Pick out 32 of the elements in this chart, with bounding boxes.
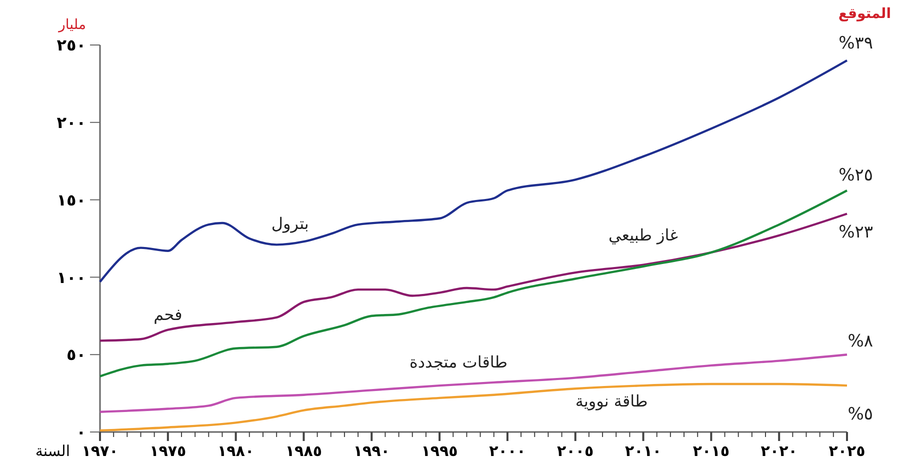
annotation: %٢٣	[838, 222, 873, 243]
x-tick-label: ٢٠٠٥	[557, 442, 594, 460]
x-tick-label: ١٩٧٥	[150, 442, 186, 460]
y-axis-title: مليار	[58, 17, 86, 33]
series-label: غاز طبيعي	[608, 225, 678, 244]
series-label: فحم	[154, 304, 182, 324]
annotation: %٢٥	[838, 166, 873, 186]
x-tick-label: ١٩٩٠	[353, 442, 390, 460]
x-tick-label: ١٩٨٠	[218, 442, 254, 460]
annotation: %٣٩	[838, 33, 873, 54]
x-tick-label: ٢٠٢٠	[760, 442, 798, 460]
series-label: طاقة نووية	[575, 392, 648, 411]
text: المتوقع	[838, 6, 891, 22]
y-tick-label: ١٠٠	[56, 268, 86, 287]
x-axis-title: السنة	[35, 442, 70, 460]
y-tick-label: ١٥٠	[56, 190, 86, 210]
x-tick-label: ٢٠١٥	[692, 442, 730, 460]
line-series	[98, 354, 848, 413]
x-tick-label: ٢٠٠٠	[489, 442, 526, 460]
text: %٨	[848, 332, 873, 352]
x-tick-label: ٢٠٢٥	[828, 442, 866, 460]
x-tick-label: ١٩٨٥	[285, 442, 322, 460]
x-tick-label: ٢٠١٠	[624, 442, 662, 460]
text: %٥	[848, 404, 873, 425]
y-tick-label: ٢٥٠	[56, 36, 86, 55]
series-label: بترول	[271, 214, 309, 234]
y-tick-label: ٢٠٠	[56, 113, 86, 132]
y-tick-label: ٥٠	[66, 345, 86, 364]
x-tick-label: ١٩٧٠	[82, 442, 118, 460]
y-tick-label: ٠	[76, 422, 86, 442]
series-label: طاقات متجددة	[410, 352, 508, 372]
x-tick-label: ١٩٩٥	[421, 442, 458, 460]
